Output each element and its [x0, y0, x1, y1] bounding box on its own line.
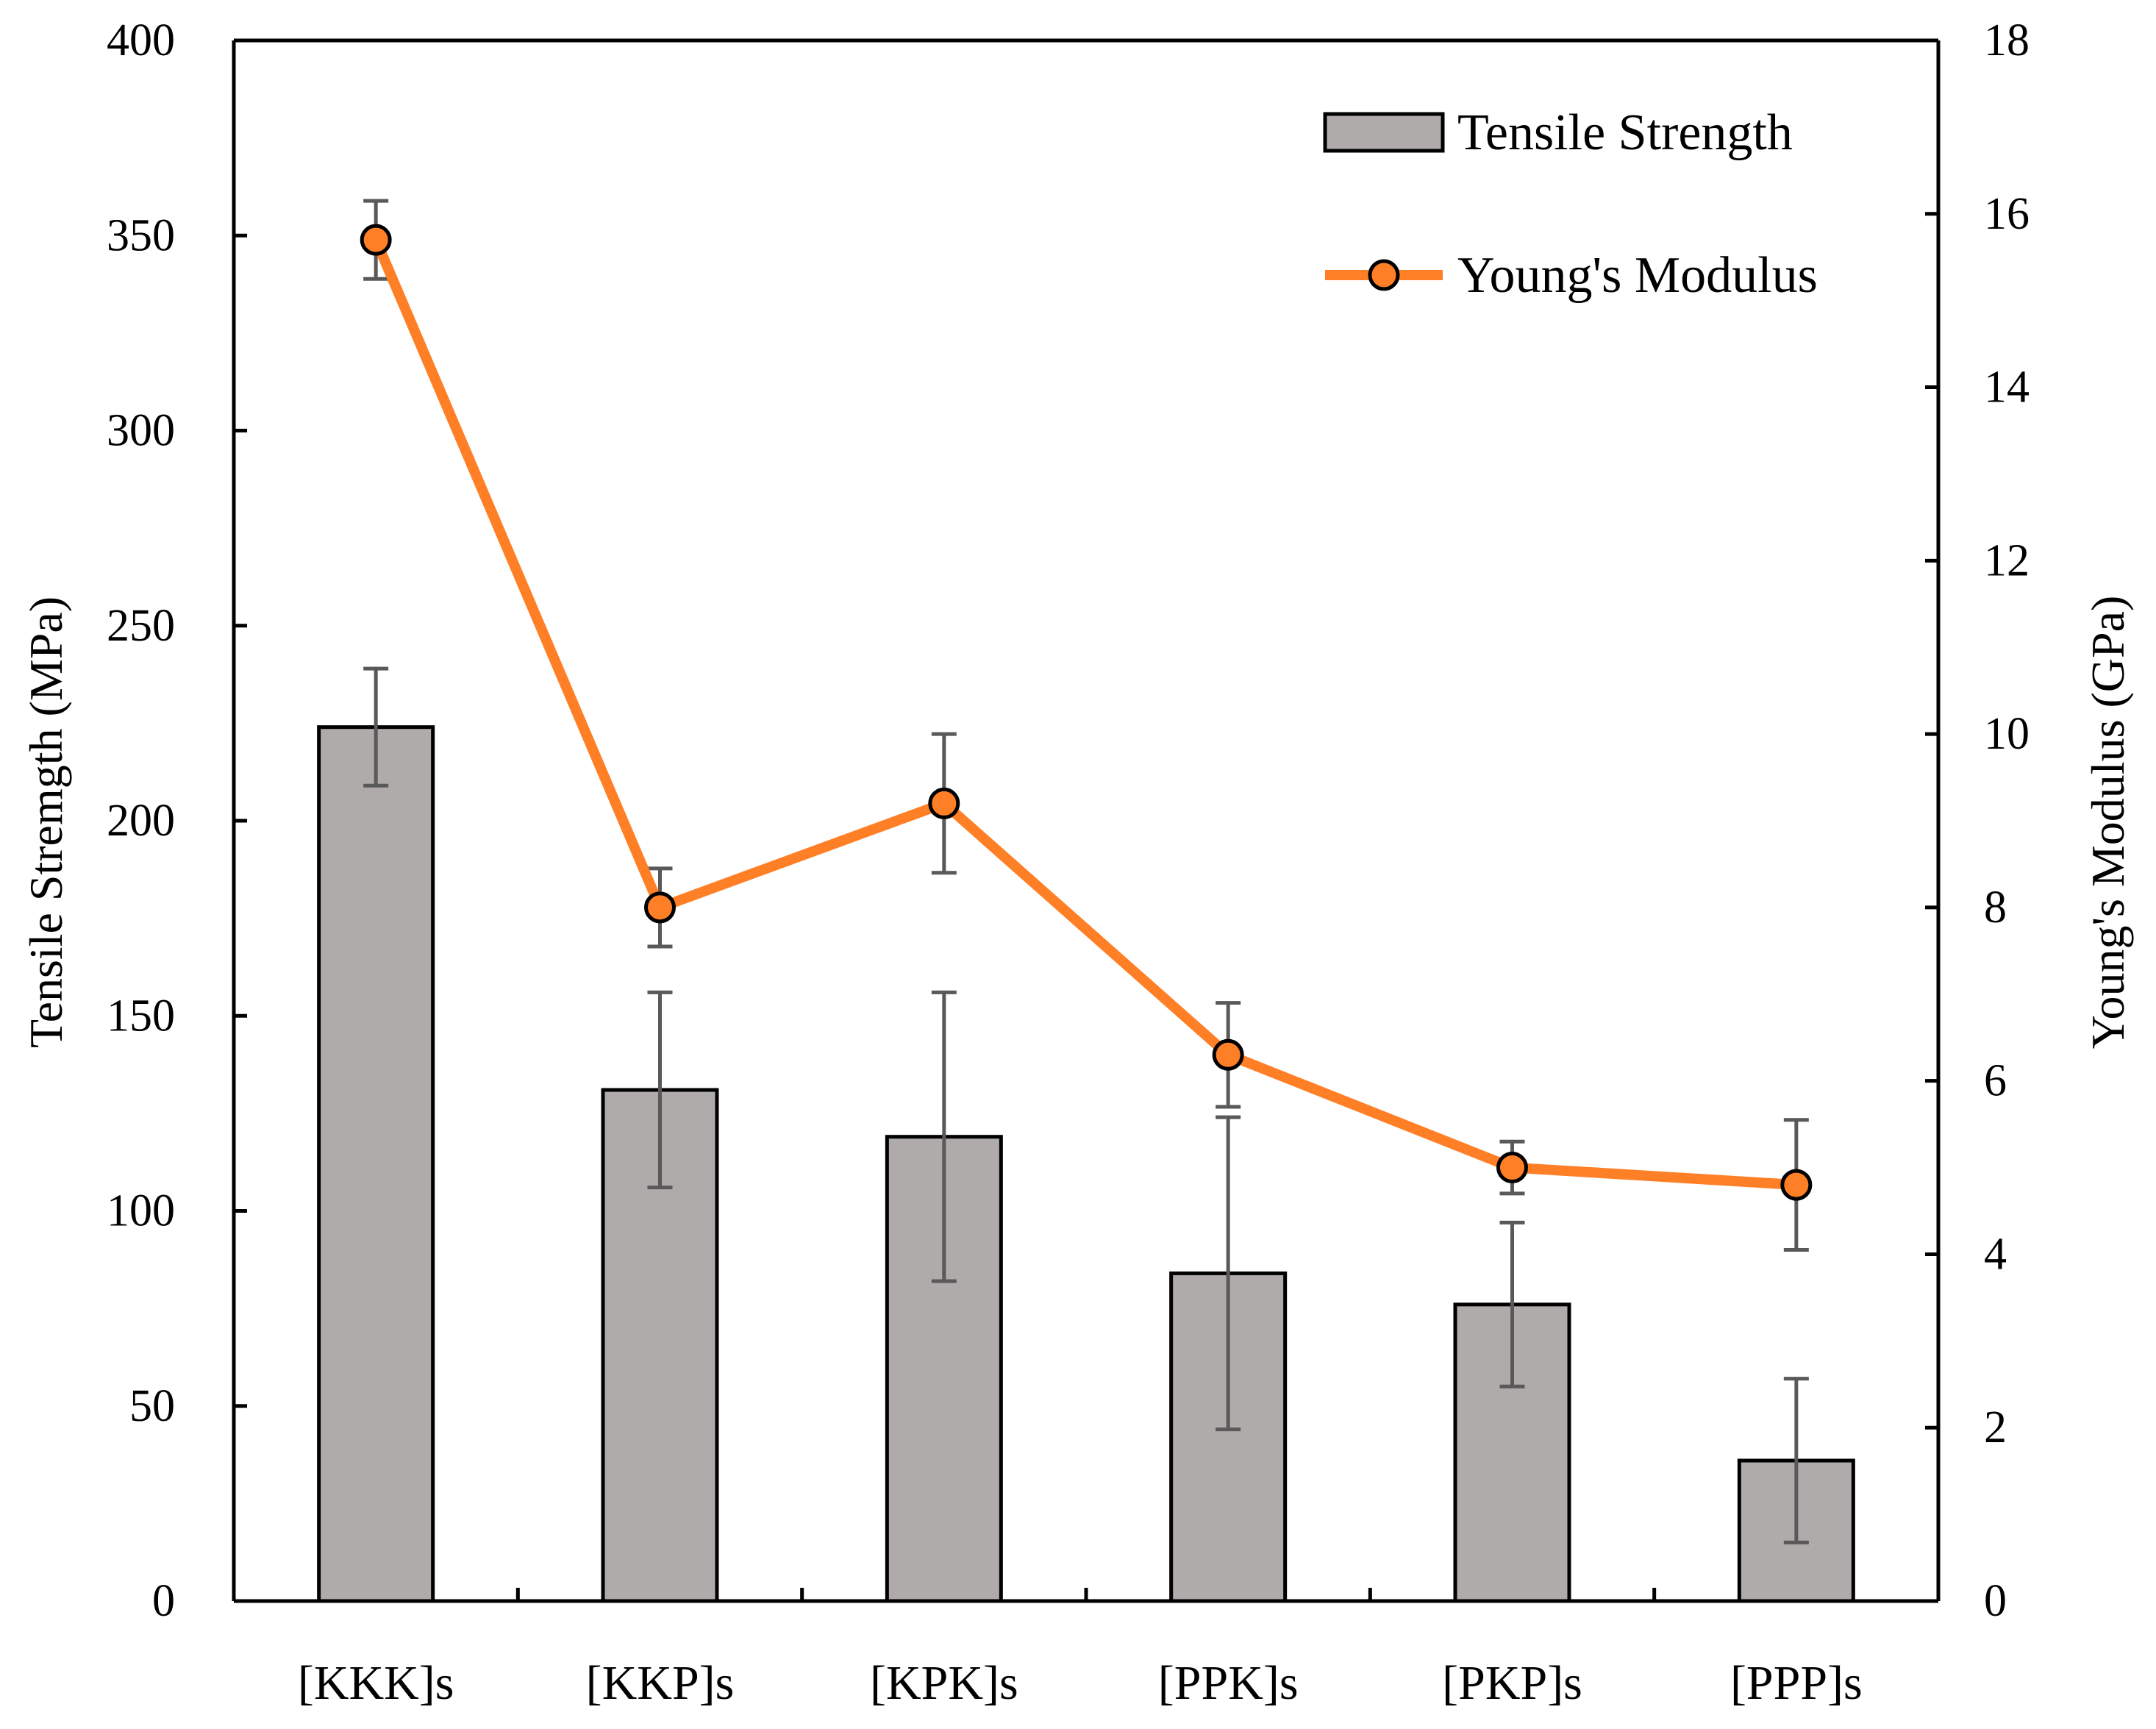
legend-bar-swatch — [1323, 112, 1445, 153]
x-tick-label-[PPP]s: [PPP]s — [1730, 1656, 1863, 1710]
bar-[PKP]s — [1453, 1302, 1571, 1603]
y-tick-label-200: 200 — [107, 796, 175, 846]
x-tick-label-[KPK]s: [KPK]s — [870, 1656, 1018, 1710]
y-tick-label-150: 150 — [107, 991, 175, 1041]
y2-tick-label-4: 4 — [1984, 1229, 2007, 1279]
legend: Tensile Strength Young's Modulus — [1323, 104, 1818, 304]
y2-tick-label-10: 10 — [1984, 709, 2030, 759]
y2-tick-label-18: 18 — [1984, 15, 2030, 65]
modulus-point-[PPK]s — [1212, 1038, 1244, 1071]
y-tick-label-400: 400 — [107, 15, 175, 65]
y2-tick-label-16: 16 — [1984, 189, 2030, 239]
legend-line-marker — [1368, 259, 1400, 291]
modulus-line — [371, 238, 1797, 1191]
y-tick-label-0: 0 — [152, 1576, 175, 1626]
legend-youngs-modulus: Young's Modulus — [1457, 247, 1818, 304]
y-axis-title: Tensile Stremgth (MPa) — [20, 596, 72, 1048]
x-tick-label-[KKK]s: [KKK]s — [298, 1656, 454, 1710]
y2-tick-label-0: 0 — [1984, 1576, 2007, 1626]
modulus-point-[KPK]s — [928, 787, 960, 819]
modulus-point-[PPP]s — [1780, 1169, 1813, 1201]
x-tick-label-[PKP]s: [PKP]s — [1442, 1656, 1582, 1710]
y2-tick-label-8: 8 — [1984, 883, 2007, 933]
modulus-point-[PKP]s — [1496, 1152, 1528, 1184]
y2-tick-label-2: 2 — [1984, 1402, 2007, 1452]
bar-[KKK]s — [317, 725, 435, 1603]
line-layer — [360, 224, 1813, 1201]
modulus-point-[KKK]s — [360, 224, 392, 256]
y-tick-label-350: 350 — [107, 210, 175, 260]
y-tick-label-100: 100 — [107, 1186, 175, 1236]
y2-tick-label-12: 12 — [1984, 535, 2030, 585]
y-tick-label-250: 250 — [107, 601, 175, 651]
y-tick-label-300: 300 — [107, 406, 175, 456]
bars-layer — [317, 725, 1855, 1603]
legend-tensile-strength: Tensile Strength — [1457, 104, 1793, 161]
y2-tick-label-14: 14 — [1984, 363, 2030, 413]
ticks-layer: 0 50 100 150 200 250 300 350 400 0 2 4 6 8 10 12 14 16 18 [… — [107, 15, 2030, 1710]
y-tick-label-50: 50 — [129, 1381, 175, 1431]
modulus-point-[KKP]s — [644, 891, 676, 924]
y2-axis-title: Young's Modulus (GPa) — [2082, 596, 2134, 1049]
bar-error-layer — [363, 666, 1809, 1544]
x-tick-label-[KKP]s: [KKP]s — [586, 1656, 735, 1710]
y2-tick-label-6: 6 — [1984, 1056, 2007, 1106]
x-tick-label-[PPK]s: [PPK]s — [1158, 1656, 1299, 1710]
line-error-layer — [363, 199, 1809, 1252]
